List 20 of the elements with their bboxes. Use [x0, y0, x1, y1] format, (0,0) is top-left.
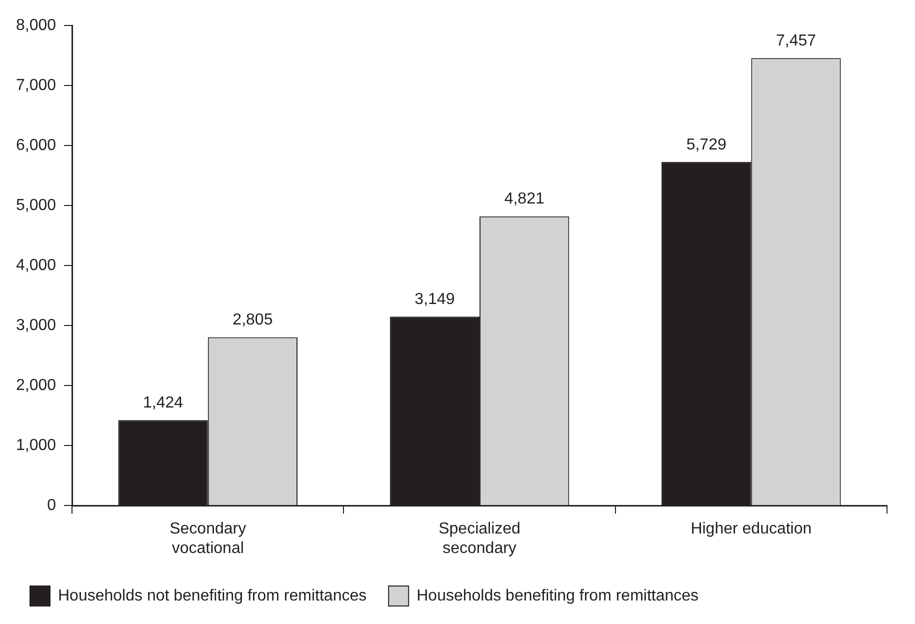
- y-tick-label: 2,000: [16, 377, 56, 394]
- data-label: 1,424: [143, 394, 184, 412]
- y-tick-label: 6,000: [16, 137, 56, 154]
- data-label: 4,821: [504, 190, 544, 208]
- x-tick-label: Specialized secondary: [438, 520, 520, 557]
- x-tick-label: Secondary vocational: [170, 520, 246, 557]
- y-tick-label: 3,000: [16, 317, 56, 334]
- y-tick-label: 1,000: [16, 437, 56, 454]
- y-tick-label: 8,000: [16, 17, 56, 34]
- y-tick-label: 0: [47, 497, 56, 514]
- data-label: 3,149: [414, 291, 455, 308]
- legend-label: Households not benefiting from remittances: [58, 587, 367, 604]
- data-label: 7,457: [776, 32, 816, 50]
- data-label: 2,805: [232, 312, 273, 329]
- y-tick-label: 5,000: [16, 197, 56, 214]
- x-tick-label: Higher education: [690, 520, 812, 538]
- legend-label: Households benefiting from remittances: [416, 587, 699, 604]
- y-tick-label: 4,000: [16, 257, 56, 274]
- y-tick-label: 7,000: [16, 77, 56, 94]
- data-label: 5,729: [686, 136, 726, 154]
